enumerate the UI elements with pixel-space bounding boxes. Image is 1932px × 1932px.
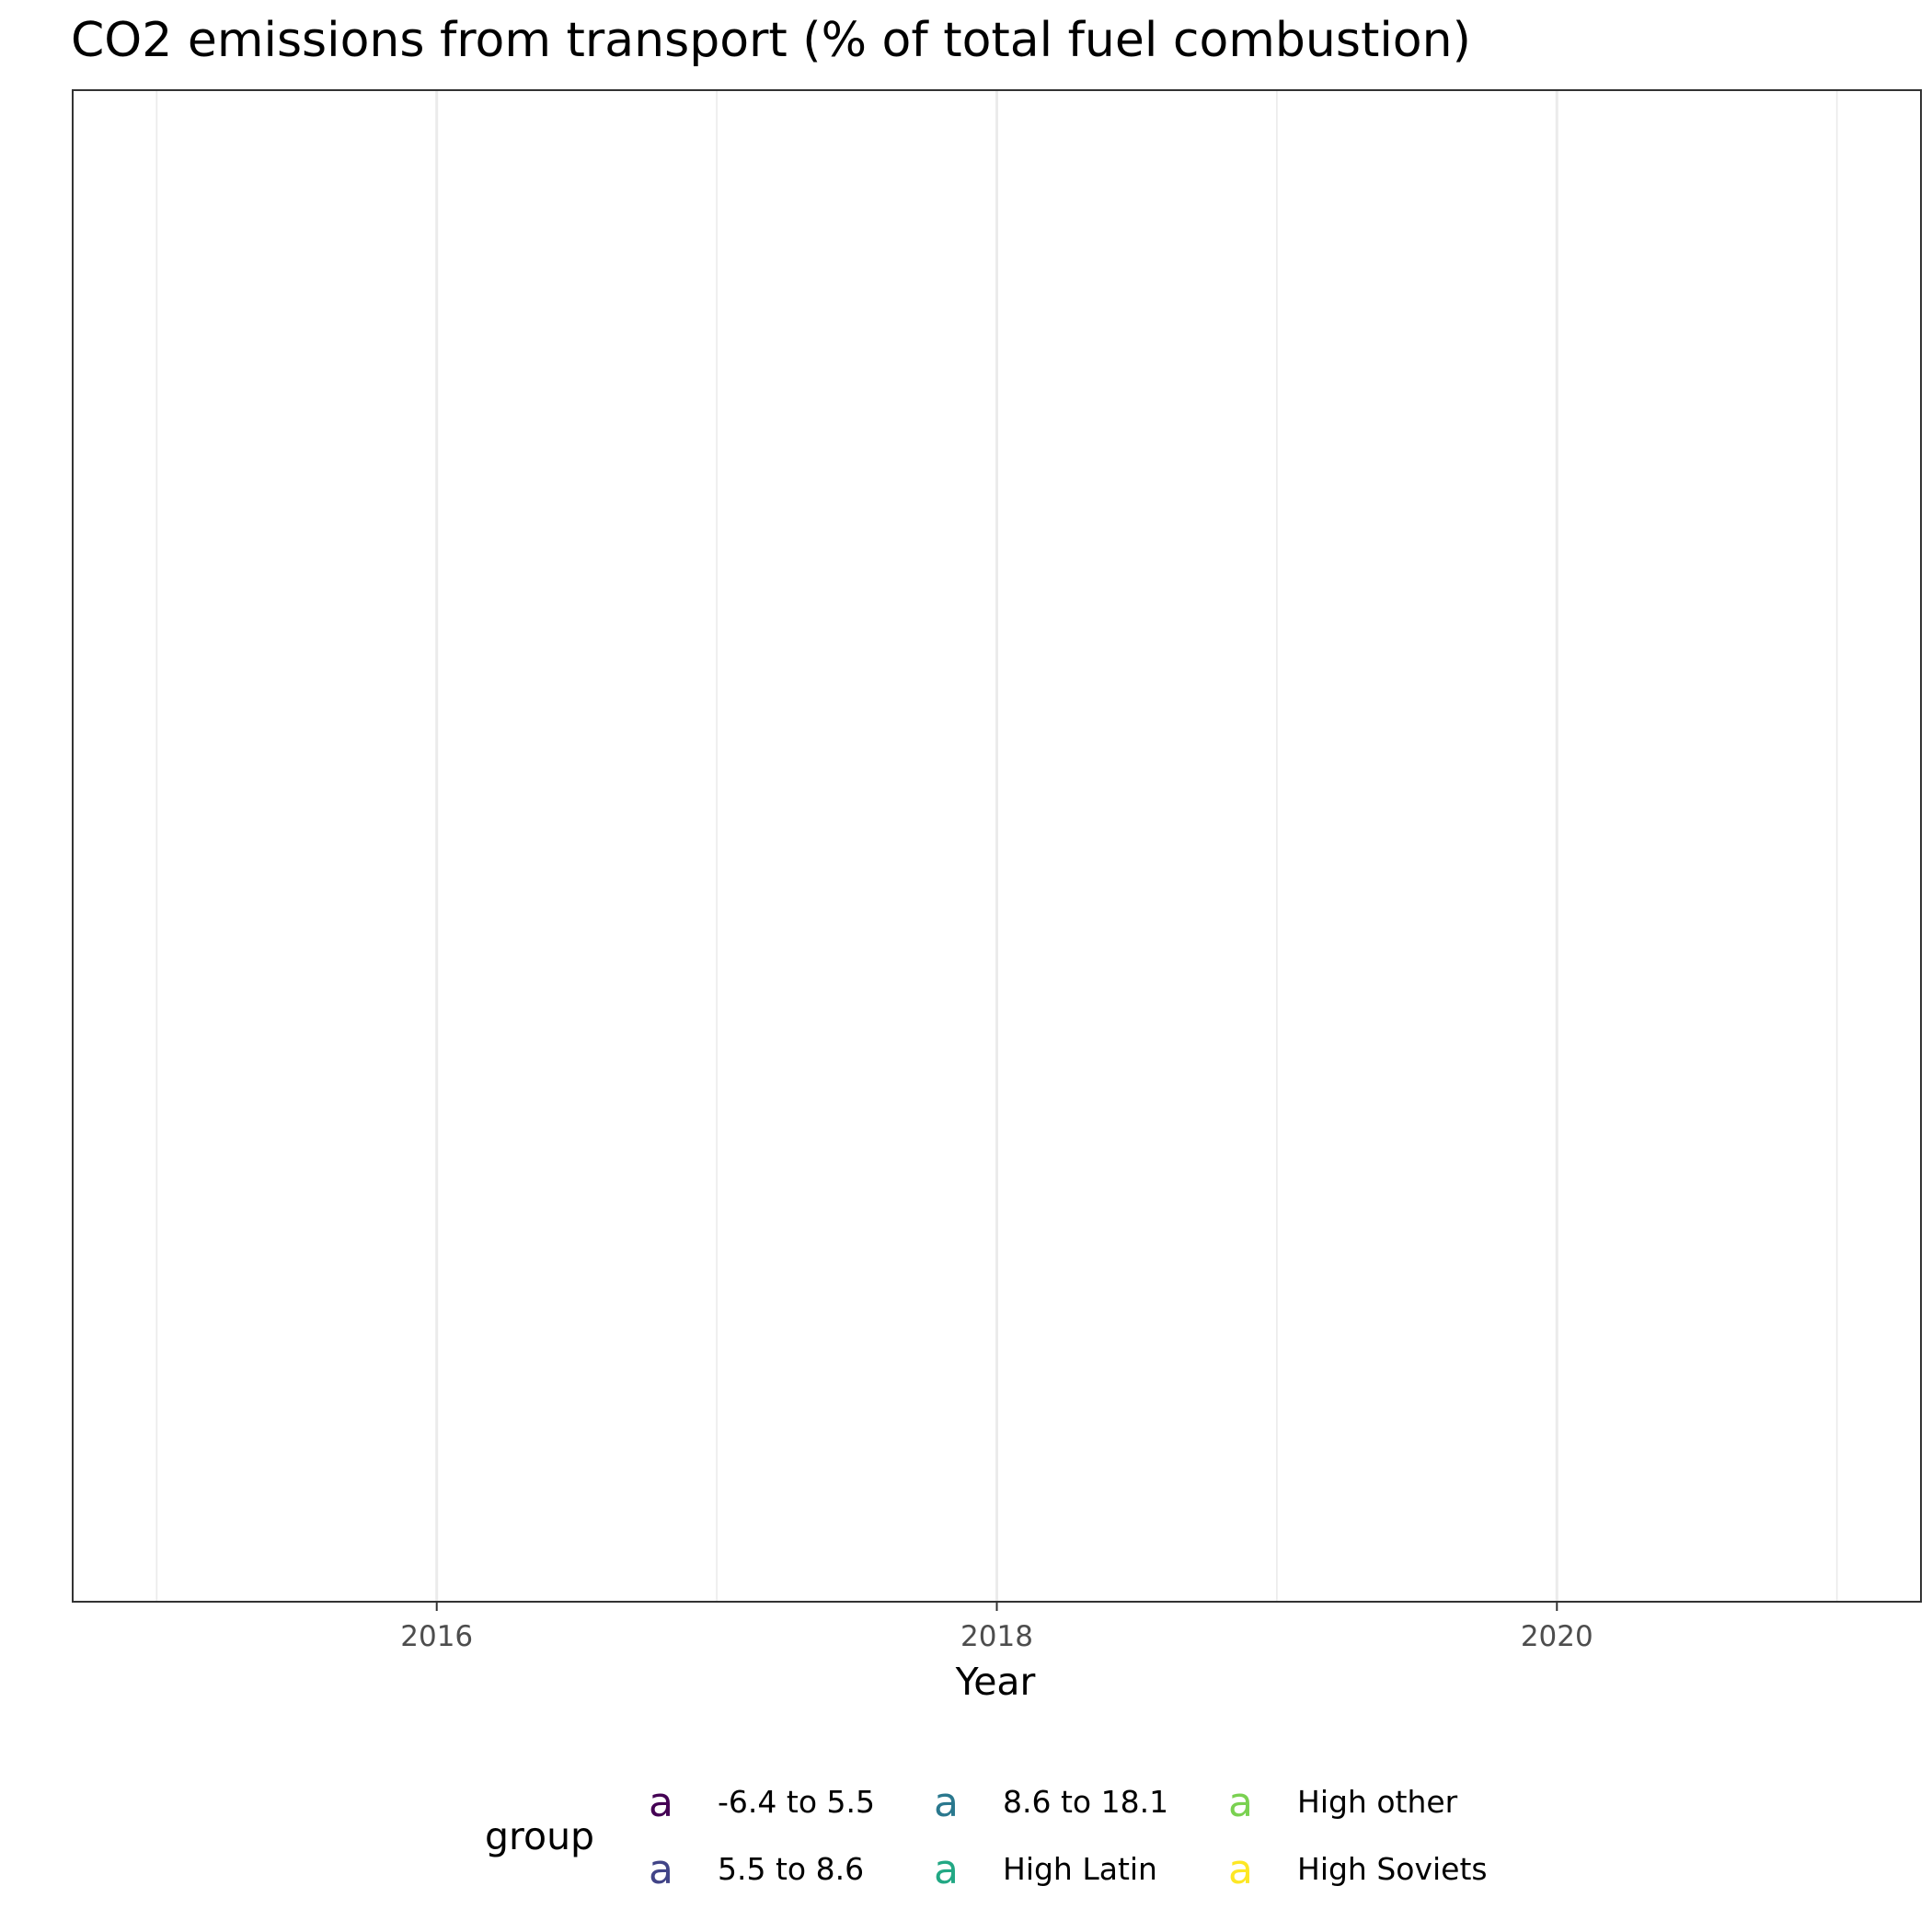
legend-key-1: a xyxy=(649,1846,673,1893)
x-tick-label-0: 2016 xyxy=(400,1620,473,1653)
legend-label-3: High Latin xyxy=(1003,1851,1157,1887)
legend-item-3: a High Latin xyxy=(934,1846,1157,1893)
legend-label-5: High Soviets xyxy=(1297,1851,1488,1887)
legend-item-1: a 5.5 to 8.6 xyxy=(649,1846,864,1893)
legend-key-4: a xyxy=(1228,1779,1253,1826)
legend-item-5: a High Soviets xyxy=(1228,1846,1488,1893)
legend-label-1: 5.5 to 8.6 xyxy=(718,1851,864,1887)
legend-label-0: -6.4 to 5.5 xyxy=(718,1784,875,1820)
x-axis-ticks: 2016 2018 2020 xyxy=(400,1602,1593,1653)
gridlines xyxy=(155,90,1838,1602)
legend-key-0: a xyxy=(649,1779,673,1826)
legend-key-3: a xyxy=(934,1846,959,1893)
legend-item-4: a High other xyxy=(1228,1779,1458,1826)
chart-title: CO2 emissions from transport (% of total… xyxy=(71,13,1471,68)
x-axis-title: Year xyxy=(955,1660,1036,1704)
legend-label-4: High other xyxy=(1297,1784,1458,1820)
legend-title: group xyxy=(485,1814,594,1858)
legend-label-2: 8.6 to 18.1 xyxy=(1003,1784,1168,1820)
legend: group a -6.4 to 5.5 a 5.5 to 8.6 a 8.6 to 18.… xyxy=(485,1779,1488,1893)
x-tick-label-2: 2020 xyxy=(1521,1620,1593,1653)
legend-item-2: a 8.6 to 18.1 xyxy=(934,1779,1168,1826)
legend-key-5: a xyxy=(1228,1846,1253,1893)
legend-key-2: a xyxy=(934,1779,959,1826)
legend-item-0: a -6.4 to 5.5 xyxy=(649,1779,875,1826)
x-tick-label-1: 2018 xyxy=(960,1620,1033,1653)
